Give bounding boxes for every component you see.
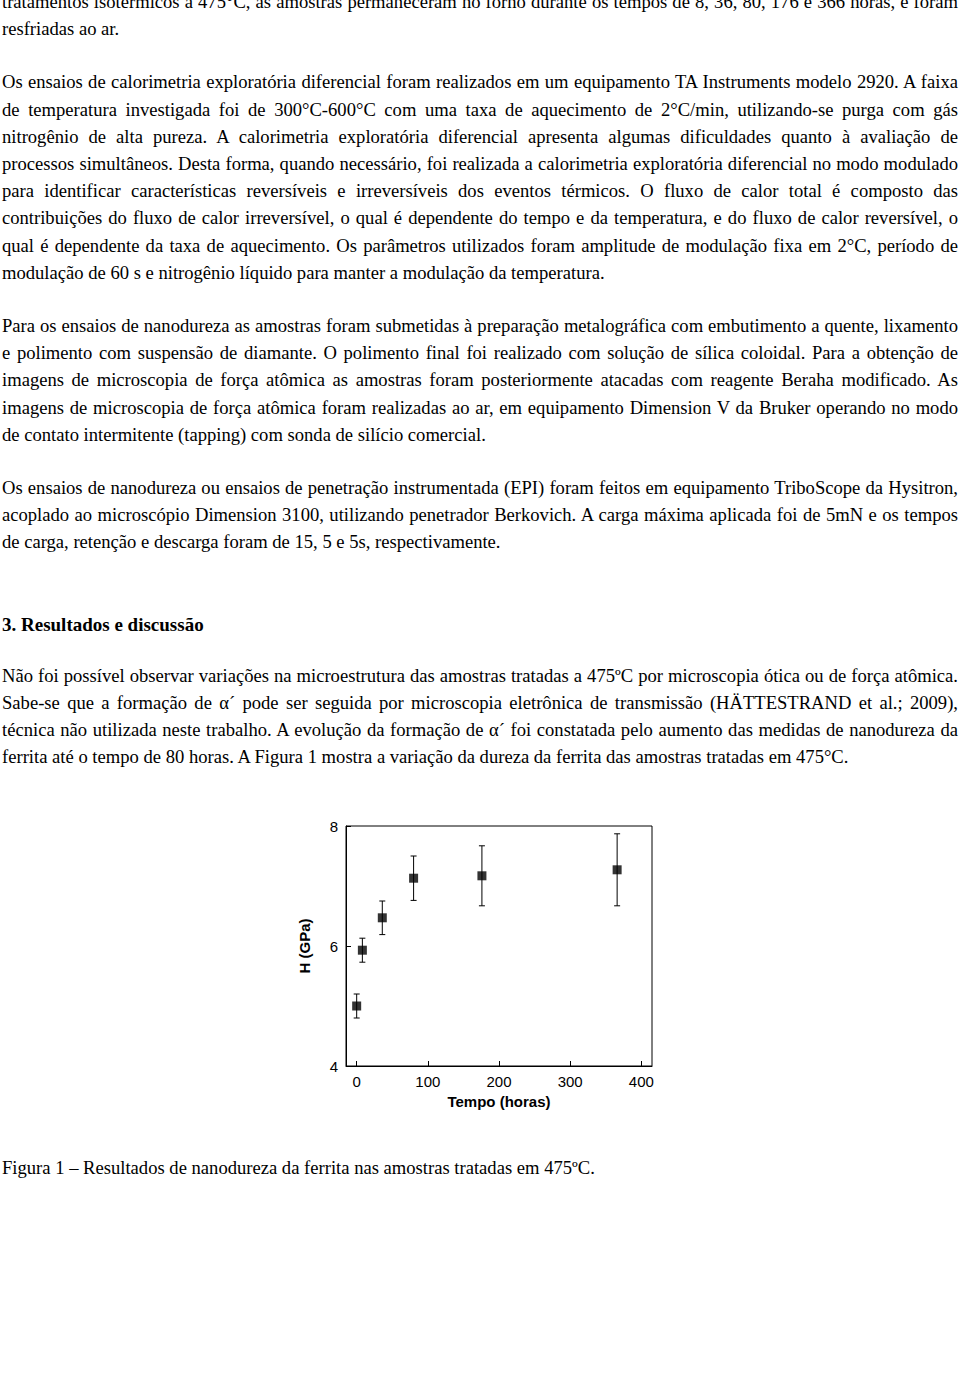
svg-text:400: 400	[629, 1073, 654, 1090]
html-text:3. Resultados e discussão: 3. Resultados e discussão	[2, 613, 204, 635]
html-text:Os ensaios de calorimetria exp: Os ensaios de calorimetria exploratória …	[2, 71, 958, 283]
svg-text:4: 4	[330, 1058, 338, 1075]
svg-text:0: 0	[353, 1073, 361, 1090]
svg-text:6: 6	[330, 938, 338, 955]
html-text:Os ensaios de nanodureza ou en: Os ensaios de nanodureza ou ensaios de p…	[2, 477, 958, 553]
html-text:Figura 1 – Resultados de nanod: Figura 1 – Resultados de nanodureza da f…	[2, 1157, 595, 1179]
html-text:Não foi possível observar vari: Não foi possível observar variações na m…	[2, 664, 958, 768]
svg-text:H (GPa): H (GPa)	[296, 919, 313, 974]
html-text:Para os ensaios de nanodureza: Para os ensaios de nanodureza as amostra…	[2, 315, 958, 445]
svg-text:200: 200	[486, 1073, 511, 1090]
svg-text:8: 8	[330, 818, 338, 835]
svg-text:300: 300	[558, 1073, 583, 1090]
svg-text:Tempo (horas): Tempo (horas)	[447, 1093, 550, 1110]
svg-text:100: 100	[415, 1073, 440, 1090]
